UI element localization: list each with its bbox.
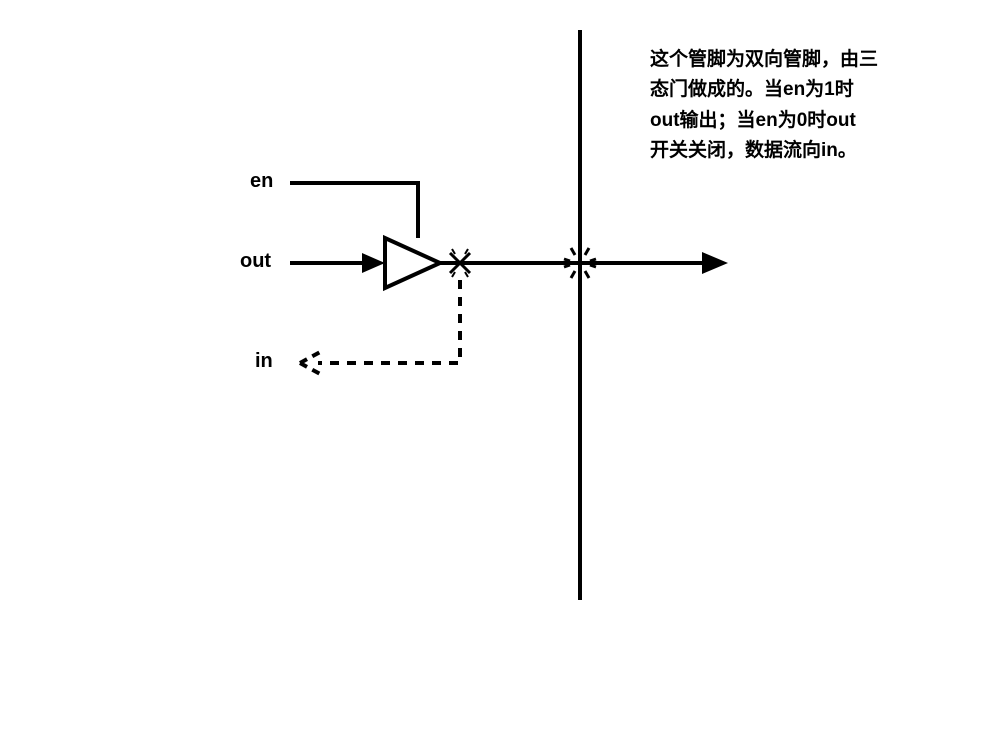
description-line: out输出；当en为0时out (650, 106, 878, 136)
out-wire-arrowhead (362, 253, 385, 273)
description-line: 态门做成的。当en为1时 (650, 75, 878, 105)
description-line: 开关关闭，数据流向in。 (650, 136, 878, 166)
tristate-buffer (385, 238, 440, 288)
feedback-wire (318, 280, 460, 363)
in-label: in (255, 350, 273, 373)
out-label: out (240, 250, 271, 273)
en-label: en (250, 170, 273, 193)
en-wire (290, 183, 418, 238)
description-line: 这个管脚为双向管脚，由三 (650, 45, 878, 75)
description-text: 这个管脚为双向管脚，由三 态门做成的。当en为1时 out输出；当en为0时ou… (650, 45, 878, 167)
output-arrowhead (702, 252, 728, 274)
